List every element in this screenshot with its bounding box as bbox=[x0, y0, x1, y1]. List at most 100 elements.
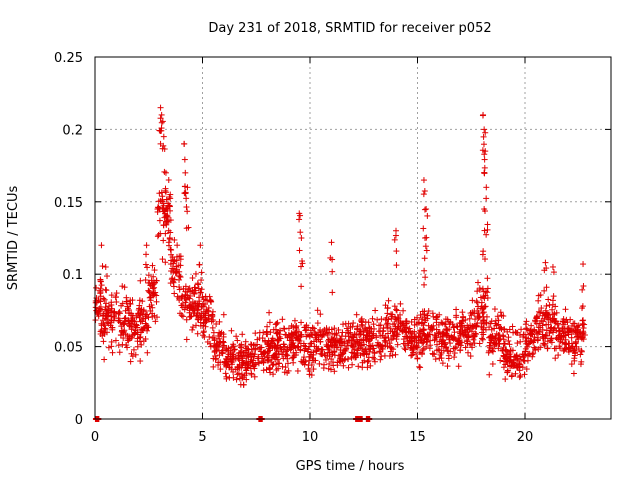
data-point bbox=[187, 313, 194, 320]
data-point bbox=[115, 342, 122, 349]
data-point bbox=[422, 243, 429, 250]
data-point bbox=[580, 325, 587, 332]
data-point bbox=[140, 308, 147, 315]
data-point bbox=[149, 304, 156, 311]
data-point bbox=[146, 289, 153, 296]
data-point bbox=[542, 309, 549, 316]
data-point bbox=[470, 336, 477, 343]
data-point bbox=[123, 294, 130, 301]
data-point bbox=[158, 119, 165, 126]
data-point bbox=[147, 307, 154, 314]
data-point bbox=[534, 337, 541, 344]
data-point bbox=[528, 322, 535, 329]
data-point bbox=[578, 358, 585, 365]
data-point bbox=[480, 324, 487, 331]
data-point bbox=[235, 350, 242, 357]
data-point bbox=[549, 329, 556, 336]
data-point bbox=[386, 352, 393, 359]
data-point bbox=[472, 316, 479, 323]
data-point bbox=[169, 275, 176, 282]
data-point bbox=[131, 318, 138, 325]
data-point bbox=[314, 320, 321, 327]
data-point bbox=[361, 351, 368, 358]
data-point bbox=[557, 345, 564, 352]
data-point bbox=[474, 320, 481, 327]
data-point bbox=[242, 349, 249, 356]
data-point bbox=[265, 345, 272, 352]
data-point bbox=[354, 347, 361, 354]
data-point bbox=[231, 346, 238, 353]
data-point bbox=[451, 354, 458, 361]
data-point bbox=[484, 289, 491, 296]
data-point bbox=[215, 344, 222, 351]
data-point bbox=[298, 283, 305, 290]
data-point bbox=[357, 330, 364, 337]
data-point bbox=[366, 337, 373, 344]
y-tick-label: 0.1 bbox=[62, 268, 83, 283]
data-point bbox=[261, 338, 268, 345]
data-point bbox=[269, 362, 276, 369]
data-point bbox=[118, 302, 125, 309]
y-tick-label: 0.25 bbox=[54, 51, 83, 66]
data-point bbox=[568, 334, 575, 341]
data-point bbox=[453, 306, 460, 313]
data-point bbox=[105, 344, 112, 351]
data-point bbox=[459, 309, 466, 316]
data-point bbox=[328, 349, 335, 356]
data-point bbox=[156, 217, 163, 224]
data-point bbox=[446, 336, 453, 343]
data-point bbox=[176, 286, 183, 293]
data-point bbox=[369, 315, 376, 322]
data-point bbox=[288, 322, 295, 329]
data-point bbox=[490, 339, 497, 346]
data-point bbox=[447, 340, 454, 347]
data-point bbox=[102, 325, 109, 332]
x-tick-label: 10 bbox=[302, 430, 319, 445]
data-point bbox=[167, 229, 174, 236]
data-point bbox=[109, 349, 116, 356]
data-point bbox=[100, 338, 107, 345]
data-point bbox=[270, 337, 277, 344]
data-point bbox=[157, 115, 164, 122]
data-point bbox=[437, 334, 444, 341]
y-tick-label: 0.2 bbox=[62, 123, 83, 138]
data-point bbox=[318, 332, 325, 339]
data-point bbox=[457, 342, 464, 349]
data-point bbox=[93, 284, 100, 291]
data-point bbox=[523, 366, 530, 373]
data-point bbox=[371, 358, 378, 365]
data-point bbox=[444, 363, 451, 370]
data-point bbox=[170, 278, 177, 285]
data-point bbox=[541, 267, 548, 274]
data-point bbox=[279, 363, 286, 370]
data-point bbox=[188, 304, 195, 311]
data-point bbox=[408, 344, 415, 351]
data-point bbox=[162, 259, 169, 266]
data-point bbox=[433, 314, 440, 321]
data-point bbox=[501, 340, 508, 347]
data-point bbox=[443, 325, 450, 332]
data-point bbox=[551, 345, 558, 352]
data-point bbox=[193, 313, 200, 320]
data-point bbox=[366, 348, 373, 355]
data-point bbox=[108, 292, 115, 299]
data-point bbox=[92, 297, 99, 304]
data-point bbox=[360, 350, 367, 357]
data-point bbox=[126, 320, 133, 327]
data-point bbox=[419, 331, 426, 338]
data-point bbox=[344, 342, 351, 349]
data-point bbox=[432, 333, 439, 340]
data-point bbox=[440, 340, 447, 347]
data-point bbox=[137, 333, 144, 340]
data-point bbox=[144, 264, 151, 271]
data-point bbox=[523, 325, 530, 332]
data-point bbox=[256, 345, 263, 352]
data-point bbox=[483, 319, 490, 326]
data-point bbox=[541, 342, 548, 349]
data-point bbox=[546, 329, 553, 336]
data-point bbox=[364, 333, 371, 340]
data-point bbox=[297, 212, 304, 219]
data-point bbox=[484, 226, 491, 233]
data-point bbox=[340, 350, 347, 357]
data-point bbox=[506, 326, 513, 333]
